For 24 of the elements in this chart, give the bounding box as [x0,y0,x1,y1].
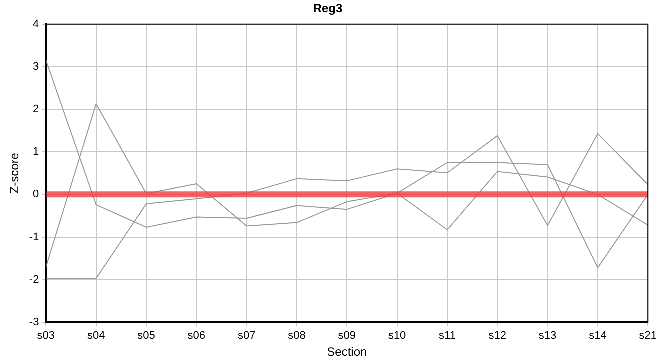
y-tick-label: 1 [33,146,40,158]
y-tick-label: 2 [33,104,40,116]
y-axis-title: Z-score [8,152,22,194]
x-tick-label: s08 [288,330,306,342]
x-tick-label: s12 [488,330,507,342]
y-tick-label: -3 [29,316,40,328]
chart-title: Reg3 [313,2,343,16]
x-tick-label: s13 [538,330,557,342]
x-tick-label: s11 [439,330,456,342]
x-tick-label: s14 [589,330,607,342]
x-tick-label: s04 [87,330,106,342]
y-tick-label: 4 [33,18,40,30]
y-tick-label: 3 [33,61,40,74]
x-tick-label: s21 [639,330,658,342]
x-tick-label: s07 [238,330,256,342]
x-tick-label: s06 [188,330,206,342]
y-tick-label: -2 [29,274,40,286]
x-tick-label: s03 [37,330,56,342]
x-axis-title: Section [327,345,368,360]
y-tick-label: -1 [29,231,40,244]
x-tick-label: s09 [338,330,356,342]
x-tick-label: s10 [388,330,406,342]
y-tick-label: 0 [33,188,40,201]
x-tick-label: s05 [138,330,156,342]
